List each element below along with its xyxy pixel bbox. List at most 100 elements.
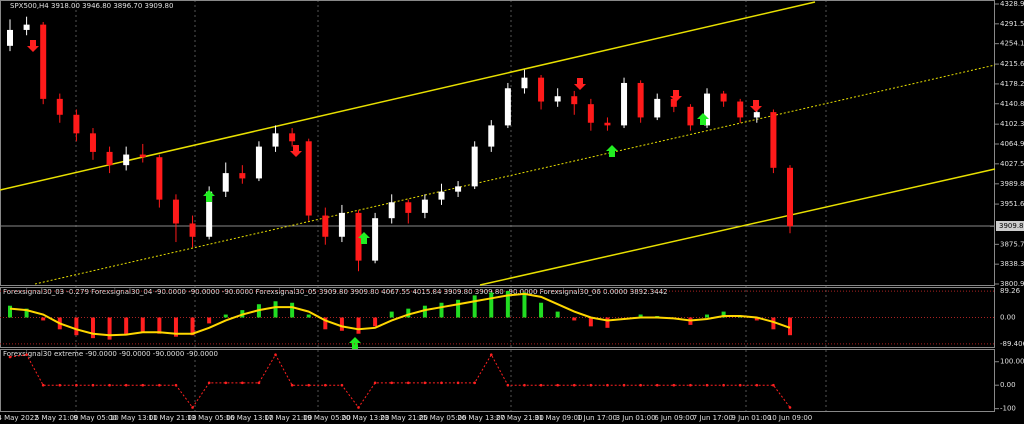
x-tick-label: 19 May 05:00: [303, 414, 351, 422]
extreme-dot: [390, 381, 394, 385]
candle-body: [372, 218, 379, 261]
pane-borders: [0, 0, 995, 412]
extreme-dot: [606, 383, 609, 387]
x-tick-label: 23 May 21:00: [380, 414, 428, 422]
extreme-dot: [489, 353, 493, 356]
y-tick-label: 4328.90: [1000, 0, 1024, 8]
candle-body: [305, 141, 312, 216]
x-tick-label: 7 Jun 17:00: [693, 414, 733, 422]
y-tick-label: 4140.80: [1000, 100, 1024, 108]
candle-body: [222, 173, 229, 192]
extreme-dot: [25, 353, 28, 356]
y-tick-label: 4291.50: [1000, 20, 1024, 28]
extreme-dot: [91, 383, 95, 387]
candle-body: [471, 146, 478, 187]
candle-body: [538, 77, 545, 102]
extreme-dot: [241, 381, 244, 385]
extreme-dot: [8, 355, 12, 359]
extreme-dot: [772, 383, 775, 387]
candle-body: [172, 199, 179, 224]
y-tick-label: 4215.60: [1000, 60, 1024, 68]
oscillator-label: Forexsignal30_03 -0.279 Forexsignal30_04…: [3, 288, 668, 296]
candle-body: [604, 122, 611, 126]
candle-body: [40, 24, 47, 99]
symbol-label: SPX500,H4 3918.00 3946.80 3896.70 3909.8…: [10, 2, 173, 10]
candle-body: [272, 133, 279, 147]
y-tick-label: 3800.90: [1000, 280, 1024, 288]
candle-body: [637, 82, 644, 118]
candle-body: [421, 199, 428, 213]
osc-tick-label: -89.406: [1000, 340, 1024, 348]
candle-body: [787, 167, 793, 227]
extreme-dot: [191, 406, 194, 409]
extreme-dot: [423, 381, 427, 385]
v-separators: [75, 0, 827, 412]
candle-body: [720, 93, 727, 102]
extreme-dot: [523, 383, 526, 387]
candle-body: [737, 101, 744, 118]
signal-arrows: [27, 40, 762, 349]
y-tick-label: 4027.50: [1000, 160, 1024, 168]
candle-body: [438, 191, 445, 200]
extreme-tick-label: 0.00: [1000, 381, 1016, 389]
candle-body: [206, 191, 213, 237]
extreme-dot: [622, 383, 626, 387]
candle-body: [405, 202, 412, 213]
x-tick-label: 1 Jun 17:00: [577, 414, 617, 422]
extreme-dot: [290, 383, 294, 387]
extreme-dot: [738, 383, 742, 387]
x-tick-label: 11 May 21:00: [148, 414, 196, 422]
candle-body: [156, 157, 163, 200]
extreme-dot: [440, 381, 443, 385]
candle-body: [123, 154, 130, 166]
candle-body: [322, 215, 329, 237]
candle-body: [587, 104, 594, 123]
x-tick-label: 16 May 13:00: [226, 414, 274, 422]
x-tick-label: 25 May 05:00: [419, 414, 467, 422]
candle-body: [388, 202, 395, 219]
x-tick-label: 17 May 21:00: [264, 414, 312, 422]
osc-line: [9, 292, 791, 337]
extreme-tick-label: 100.00: [1000, 358, 1024, 366]
extreme-dot: [506, 383, 510, 387]
x-tick-label: 27 May 21:00: [496, 414, 544, 422]
y-tick-label: 3838.30: [1000, 260, 1024, 268]
extreme-dot: [141, 383, 145, 387]
candle-body: [670, 98, 677, 107]
y-tick-label: 4102.30: [1000, 120, 1024, 128]
extreme-dot: [473, 381, 476, 385]
x-tick-label: 31 May 09:00: [534, 414, 582, 422]
y-tick-label: 3875.70: [1000, 240, 1024, 248]
extreme-dot: [456, 381, 460, 385]
extreme-dot: [224, 381, 228, 385]
candle-body: [621, 82, 628, 126]
y-tick-label: 3989.80: [1000, 180, 1024, 188]
y-tick-label: 4178.20: [1000, 80, 1024, 88]
candles: [7, 16, 793, 272]
x-tick-label: 5 May 21:00: [35, 414, 79, 422]
extreme-dot: [539, 383, 543, 387]
candle-body: [89, 133, 96, 152]
candle-body: [255, 146, 262, 179]
y-tick-label: 4254.10: [1000, 40, 1024, 48]
x-tick-label: 10 May 13:00: [110, 414, 158, 422]
extreme-dot: [373, 381, 377, 385]
extreme-dot: [75, 383, 78, 387]
extreme-dot: [207, 381, 211, 385]
channel: [0, 1, 996, 286]
extreme-dot: [58, 383, 62, 387]
candle-body: [73, 114, 80, 134]
extreme-dot: [639, 383, 642, 387]
extreme-dot: [406, 381, 410, 385]
candle-body: [189, 223, 196, 237]
x-tick-label: 6 Jun 09:00: [654, 414, 694, 422]
candle-body: [239, 173, 246, 179]
extreme-dot: [307, 383, 311, 387]
x-tick-label: 9 May 05:00: [73, 414, 117, 422]
x-tick-label: 20 May 13:00: [341, 414, 389, 422]
candle-body: [338, 212, 345, 237]
candle-body: [521, 77, 528, 89]
extreme-dot: [556, 383, 559, 387]
candle-body: [504, 88, 511, 126]
x-tick-label: 10 Jun 09:00: [768, 414, 812, 422]
